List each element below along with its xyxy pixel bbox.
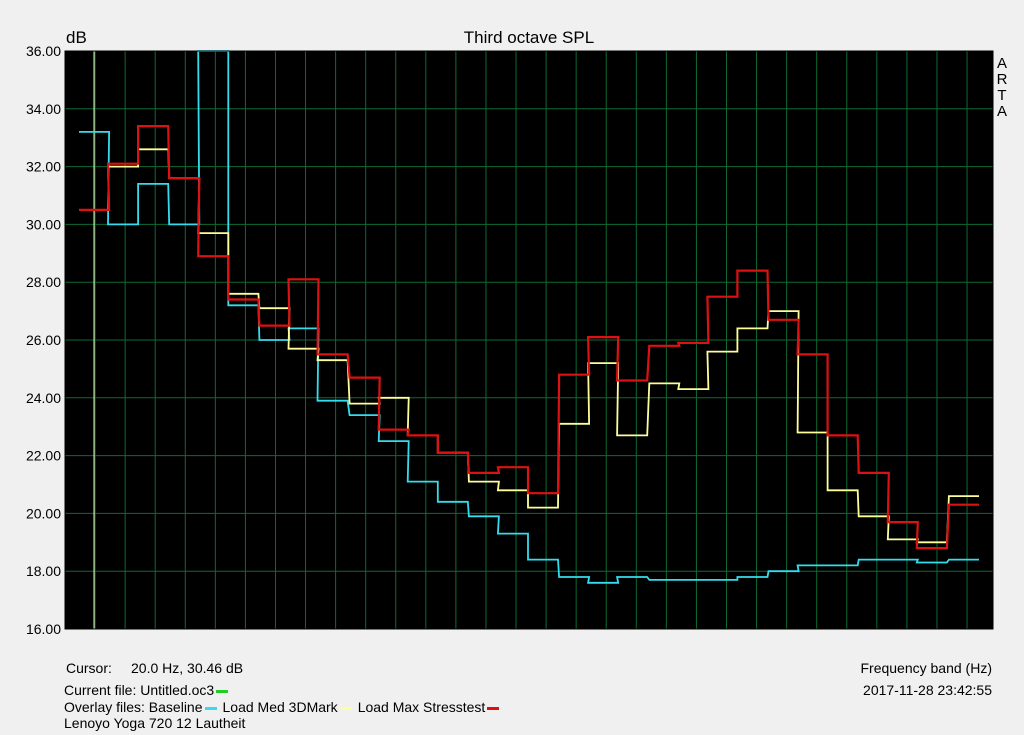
- measurement-note: Lenoyo Yoga 720 12 Lautheit: [64, 715, 246, 731]
- current-file-text: Current file: Untitled.oc3: [64, 682, 215, 698]
- x-axis-label: Frequency band (Hz): [860, 660, 992, 676]
- y-tick-labels: 36.00 34.00 32.00 30.00 28.00 26.00 24.00 22.00…: [26, 43, 61, 637]
- y-tick-label: 16.00: [26, 621, 61, 637]
- watermark-letter: A: [997, 103, 1007, 120]
- y-tick-label: 34.00: [26, 101, 61, 117]
- med-swatch: [339, 706, 352, 710]
- timestamp: 2017-11-28 23:42:55: [863, 682, 992, 698]
- watermark-letter: A: [997, 55, 1007, 72]
- overlay-files-row: Overlay files: Baseline Load Med 3DMark Lo…: [64, 699, 505, 715]
- overlay-baseline: Overlay files: Baseline: [64, 699, 203, 715]
- series-layer: [79, 50, 979, 584]
- max-swatch: [487, 706, 500, 710]
- y-tick-label: 28.00: [26, 274, 61, 290]
- series-line-3: [79, 125, 979, 550]
- y-tick-label: 22.00: [26, 448, 61, 464]
- y-tick-label: 32.00: [26, 159, 61, 175]
- cursor-readout: 20.0 Hz, 30.46 dB: [131, 660, 244, 676]
- baseline-swatch: [204, 706, 217, 710]
- x-tick-label: 8k: [869, 638, 885, 640]
- spl-chart: 36.00 34.00 32.00 30.00 28.00 26.00 24.00 22.00…: [26, 28, 1008, 640]
- chart-title: Third octave SPL: [464, 28, 594, 47]
- x-tick-label: 125: [324, 638, 348, 640]
- x-tick-label: 16: [57, 638, 73, 640]
- y-tick-label: 24.00: [26, 390, 61, 406]
- x-tick-label: 500: [504, 638, 528, 640]
- current-file-swatch: [216, 689, 229, 693]
- x-tick-label: 250: [414, 638, 438, 640]
- overlay-max: Load Max Stresstest: [357, 699, 486, 715]
- x-tick-label: 16k: [956, 638, 980, 640]
- y-tick-label: 30.00: [26, 216, 61, 232]
- y-axis-label: dB: [66, 28, 87, 47]
- current-file-row: Current file: Untitled.oc3: [64, 682, 234, 698]
- y-tick-label: 18.00: [26, 563, 61, 579]
- watermark-letter: R: [997, 71, 1008, 88]
- x-tick-label: 1k: [599, 638, 615, 640]
- x-tick-labels: 16 32 63 125 250 500 1k 2k 4k 8k 16k: [57, 638, 979, 640]
- watermark-letter: T: [997, 87, 1006, 104]
- y-tick-label: 36.00: [26, 43, 61, 59]
- y-tick-label: 26.00: [26, 332, 61, 348]
- plot-border: [64, 50, 994, 630]
- x-tick-label: 4k: [779, 638, 795, 640]
- x-tick-label: 2k: [689, 638, 705, 640]
- series-line-1: [79, 50, 979, 584]
- x-tick-label: 63: [238, 638, 254, 640]
- overlay-med: Load Med 3DMark: [222, 699, 338, 715]
- cursor-label: Cursor:: [66, 660, 112, 676]
- y-tick-label: 20.00: [26, 505, 61, 521]
- x-tick-label: 32: [147, 638, 163, 640]
